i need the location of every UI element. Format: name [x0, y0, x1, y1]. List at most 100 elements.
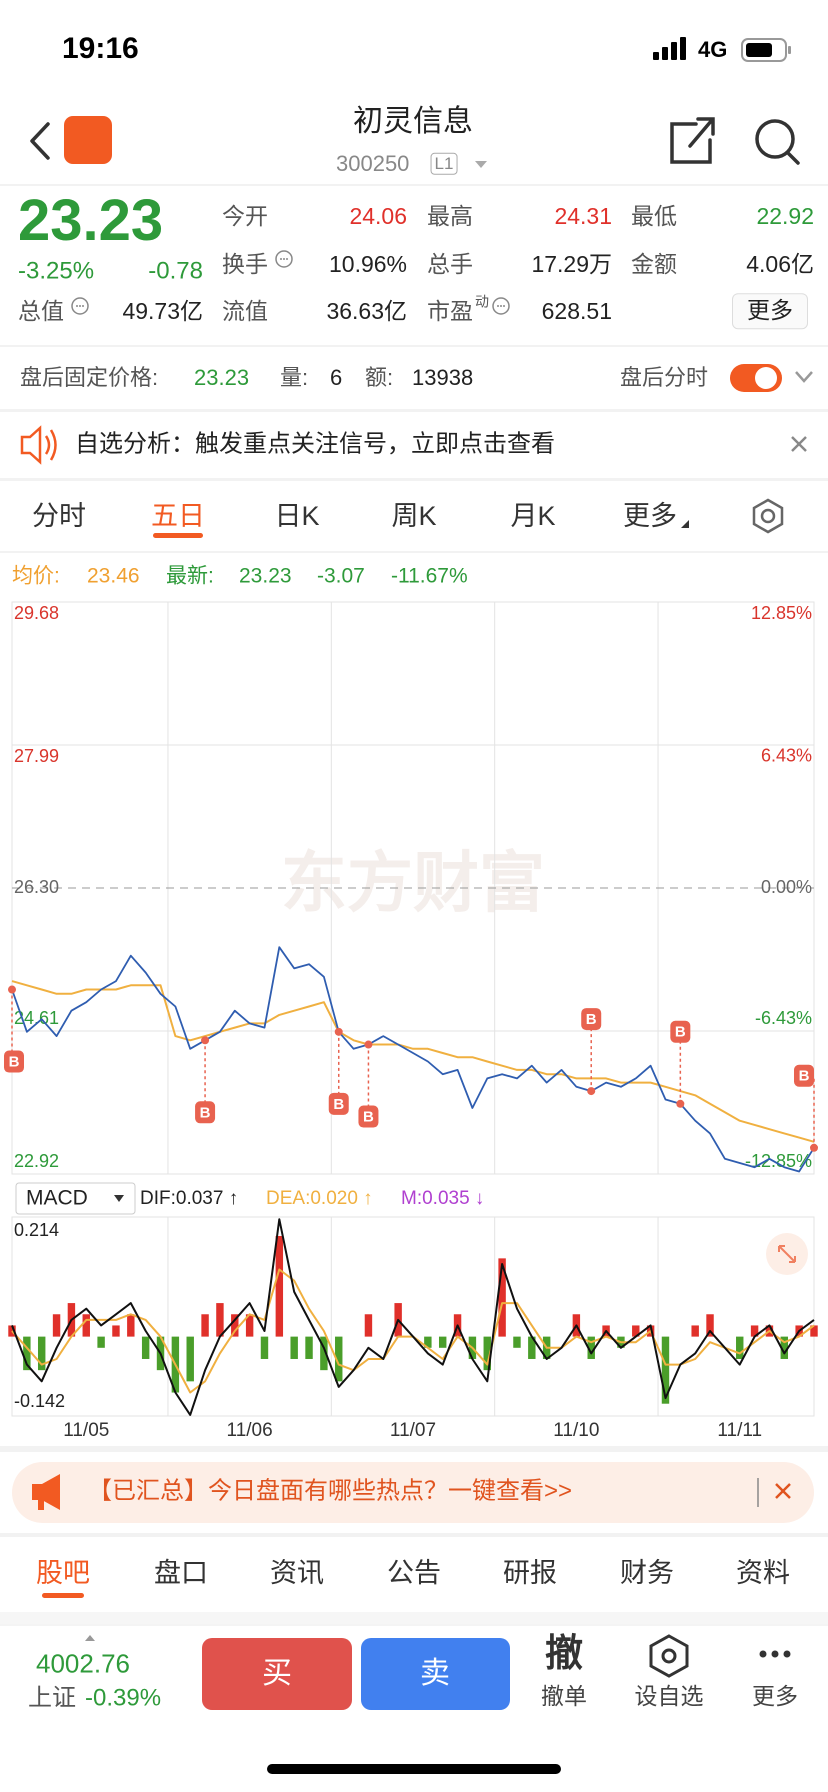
- signal-dot: [364, 1040, 373, 1049]
- signal-badge: [358, 1105, 379, 1128]
- x-tick-label: 11/06: [227, 1420, 273, 1441]
- signal-label: B: [363, 1109, 374, 1126]
- signal-badge: [581, 1008, 602, 1031]
- promo-banner[interactable]: [12, 1462, 814, 1523]
- fullscreen-icon: [778, 1245, 796, 1263]
- signal-label: B: [200, 1104, 211, 1121]
- y-tick-label: 22.92: [14, 1151, 59, 1171]
- info-icon[interactable]: [71, 297, 89, 315]
- info-icon[interactable]: [492, 297, 510, 315]
- macd-selector-label[interactable]: MACD: [26, 1187, 88, 1210]
- signal-badge: [794, 1064, 814, 1087]
- field-value: 22.92: [756, 203, 814, 230]
- divider: [0, 551, 828, 553]
- sell-label[interactable]: 卖: [420, 1657, 450, 1690]
- macd-selector[interactable]: [15, 1182, 136, 1215]
- y2-tick-label: -6.43%: [755, 1008, 812, 1028]
- field-label: 今开: [222, 203, 268, 230]
- field-label: 总值: [18, 298, 64, 325]
- level-badge[interactable]: L1: [430, 152, 458, 176]
- chart-tab[interactable]: 更多: [623, 500, 677, 531]
- chart-tab[interactable]: 日K: [274, 500, 320, 531]
- section-tab[interactable]: 盘口: [154, 1557, 208, 1588]
- section-tab[interactable]: 资料: [736, 1557, 790, 1588]
- signal-dot: [8, 985, 16, 994]
- info-dot: [497, 305, 499, 307]
- sell-button[interactable]: [361, 1638, 510, 1710]
- x-tick-label: 11/11: [717, 1420, 762, 1441]
- home-indicator: [267, 1764, 561, 1774]
- signal-label: B: [333, 1096, 344, 1113]
- signal-label: B: [675, 1024, 686, 1041]
- signal-dot: [201, 1036, 210, 1045]
- cancel-label[interactable]: 撤单: [541, 1683, 587, 1710]
- y2-tick-label: -12.85%: [745, 1151, 812, 1171]
- section-tab[interactable]: 资讯: [270, 1557, 324, 1588]
- watch-label[interactable]: 设自选: [634, 1683, 704, 1710]
- macd-bar: [52, 1314, 61, 1337]
- field-label: 总手: [427, 251, 473, 278]
- section-tab[interactable]: 研报: [503, 1557, 557, 1588]
- y-tick-label: 29.68: [14, 603, 59, 623]
- chart-tab[interactable]: 月K: [510, 500, 556, 531]
- chart-tab[interactable]: 分时: [32, 500, 86, 531]
- dropdown-icon[interactable]: [475, 161, 487, 168]
- more-button[interactable]: 更多: [732, 293, 808, 329]
- logo: [64, 116, 112, 164]
- avg-label: 均价:: [12, 564, 60, 588]
- buy-button[interactable]: [202, 1638, 352, 1710]
- tab-underline: [153, 533, 203, 538]
- close-alert[interactable]: [791, 436, 807, 452]
- signal-label: B: [9, 1054, 20, 1071]
- section-tab[interactable]: 公告: [387, 1557, 441, 1588]
- macd-bar: [661, 1336, 670, 1404]
- watch-icon[interactable]: [649, 1634, 689, 1678]
- settings-button[interactable]: [752, 498, 784, 534]
- macd-bar: [528, 1336, 536, 1359]
- macd-bar: [750, 1325, 759, 1337]
- info-icon[interactable]: [275, 250, 293, 268]
- macd-legend: DIF:0.037 ↑: [140, 1188, 238, 1209]
- search-button[interactable]: [755, 119, 800, 165]
- field-value: 24.06: [349, 203, 407, 230]
- macd-bar: [335, 1336, 343, 1382]
- macd-legend: DEA:0.020 ↑: [266, 1188, 373, 1209]
- field-value: 10.96%: [328, 251, 407, 278]
- change-pct: -3.25%: [18, 257, 95, 285]
- field-value: 36.63亿: [326, 298, 407, 325]
- divider: [0, 1533, 828, 1537]
- chart-tab[interactable]: 周K: [391, 500, 437, 531]
- macd-bar: [23, 1336, 31, 1371]
- amount: 13938: [412, 364, 474, 390]
- signal-label: B: [586, 1011, 597, 1028]
- divider: [0, 184, 828, 186]
- cancel-icon[interactable]: 撤: [544, 1633, 584, 1676]
- chart-tab[interactable]: 五日: [151, 500, 205, 531]
- macd-bar: [231, 1314, 239, 1337]
- info-dot: [503, 305, 505, 307]
- divider: [0, 1612, 828, 1624]
- macd-legend: M:0.035 ↓: [401, 1188, 484, 1209]
- macd-bar: [736, 1336, 744, 1359]
- promo-text[interactable]: 【已汇总】今日盘面有哪些热点？一键查看>>: [88, 1477, 573, 1505]
- last-value: 23.23: [239, 564, 292, 588]
- volume: 6: [330, 364, 343, 390]
- stock-name: 初灵信息: [353, 105, 473, 138]
- back-button[interactable]: [30, 122, 50, 160]
- status-network: 4G: [698, 36, 728, 62]
- more-label[interactable]: 更多: [752, 1683, 798, 1710]
- macd-bar: [632, 1325, 640, 1337]
- toggle-label: 盘后分时: [620, 364, 709, 390]
- expand-icon[interactable]: [795, 371, 813, 383]
- alert-text[interactable]: 自选分析：触发重点关注信号，立即点击查看: [75, 430, 555, 458]
- more-icon[interactable]: [759, 1650, 791, 1658]
- buy-label[interactable]: 买: [262, 1657, 292, 1690]
- section-tab[interactable]: 股吧: [36, 1557, 90, 1588]
- share-button[interactable]: [670, 117, 715, 164]
- section-tab[interactable]: 财务: [620, 1557, 674, 1588]
- toggle-knob: [755, 367, 777, 389]
- close-promo[interactable]: [775, 1483, 791, 1499]
- field-value: 628.51: [541, 298, 612, 325]
- last-price: 23.23: [18, 188, 164, 254]
